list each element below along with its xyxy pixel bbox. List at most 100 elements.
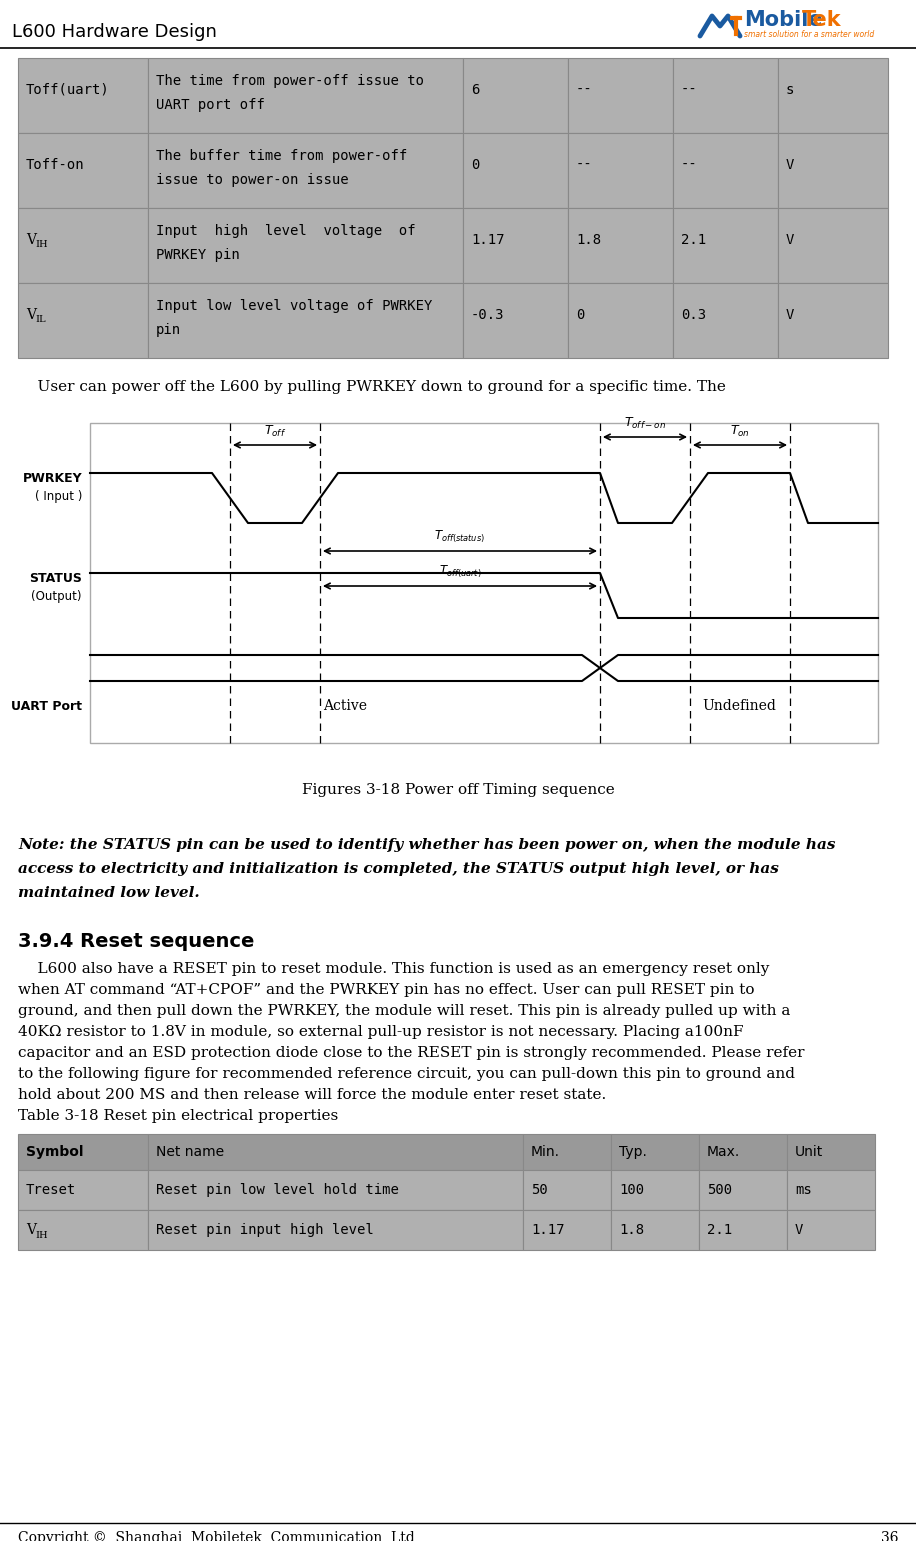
Text: to the following figure for recommended reference circuit, you can pull-down thi: to the following figure for recommended … bbox=[18, 1066, 795, 1080]
Text: STATUS: STATUS bbox=[29, 572, 82, 584]
Text: Typ.: Typ. bbox=[619, 1145, 647, 1159]
Text: 3.9.4 Reset sequence: 3.9.4 Reset sequence bbox=[18, 932, 255, 951]
Text: The buffer time from power-off: The buffer time from power-off bbox=[156, 148, 408, 162]
Text: Toff-on: Toff-on bbox=[26, 157, 84, 171]
Text: Min.: Min. bbox=[531, 1145, 560, 1159]
Text: 0: 0 bbox=[471, 157, 479, 171]
Text: 6: 6 bbox=[471, 83, 479, 97]
Bar bbox=[699, 1170, 787, 1210]
Text: L600 also have a RESET pin to reset module. This function is used as an emergenc: L600 also have a RESET pin to reset modu… bbox=[18, 962, 769, 975]
Text: ms: ms bbox=[795, 1183, 812, 1197]
Bar bbox=[699, 1134, 787, 1170]
Text: 1.17: 1.17 bbox=[531, 1224, 564, 1237]
Bar bbox=[568, 284, 673, 358]
Bar bbox=[148, 133, 463, 208]
Bar bbox=[463, 284, 568, 358]
Text: Unit: Unit bbox=[795, 1145, 823, 1159]
Bar bbox=[787, 1134, 875, 1170]
Text: IL: IL bbox=[35, 314, 46, 324]
Bar bbox=[148, 1170, 523, 1210]
Bar bbox=[18, 1170, 148, 1210]
Text: V: V bbox=[26, 233, 36, 247]
Bar bbox=[523, 1134, 611, 1170]
Bar bbox=[568, 208, 673, 284]
Text: Note: the STATUS pin can be used to identify whether has been power on, when the: Note: the STATUS pin can be used to iden… bbox=[18, 838, 835, 852]
Text: V: V bbox=[795, 1224, 803, 1237]
Text: s: s bbox=[786, 83, 794, 97]
Bar bbox=[787, 1210, 875, 1250]
Bar bbox=[90, 422, 878, 743]
Text: $T_{off}$: $T_{off}$ bbox=[264, 424, 286, 439]
Bar bbox=[611, 1170, 699, 1210]
Bar bbox=[673, 208, 778, 284]
Text: IH: IH bbox=[35, 240, 48, 250]
Text: -0.3: -0.3 bbox=[471, 308, 505, 322]
Text: 50: 50 bbox=[531, 1183, 548, 1197]
Bar bbox=[18, 59, 148, 133]
Text: PWRKEY: PWRKEY bbox=[22, 472, 82, 484]
Text: Active: Active bbox=[323, 700, 367, 713]
Text: 36: 36 bbox=[880, 1532, 898, 1541]
Bar bbox=[18, 208, 148, 284]
Text: Symbol: Symbol bbox=[26, 1145, 83, 1159]
Bar bbox=[568, 59, 673, 133]
Bar bbox=[463, 59, 568, 133]
Text: 40KΩ resistor to 1.8V in module, so external pull-up resistor is not necessary. : 40KΩ resistor to 1.8V in module, so exte… bbox=[18, 1025, 744, 1039]
Text: Input  high  level  voltage  of: Input high level voltage of bbox=[156, 223, 416, 237]
Text: Net name: Net name bbox=[156, 1145, 224, 1159]
Text: when AT command “AT+CPOF” and the PWRKEY pin has no effect. User can pull RESET : when AT command “AT+CPOF” and the PWRKEY… bbox=[18, 983, 755, 997]
Bar bbox=[568, 133, 673, 208]
Text: hold about 200 MS and then release will force the module enter reset state.: hold about 200 MS and then release will … bbox=[18, 1088, 606, 1102]
Text: 2.1: 2.1 bbox=[707, 1224, 732, 1237]
Bar bbox=[778, 208, 888, 284]
Text: 500: 500 bbox=[707, 1183, 732, 1197]
Text: 1.8: 1.8 bbox=[576, 233, 601, 247]
Bar bbox=[18, 1134, 148, 1170]
Bar bbox=[18, 1210, 148, 1250]
Bar bbox=[523, 1210, 611, 1250]
Text: IH: IH bbox=[35, 1231, 48, 1239]
Text: L600 Hardware Design: L600 Hardware Design bbox=[12, 23, 217, 42]
Text: V: V bbox=[786, 157, 794, 171]
Text: 2.1: 2.1 bbox=[681, 233, 706, 247]
Text: 1.8: 1.8 bbox=[619, 1224, 644, 1237]
Text: --: -- bbox=[576, 83, 593, 97]
Bar bbox=[673, 284, 778, 358]
Text: The time from power-off issue to: The time from power-off issue to bbox=[156, 74, 424, 88]
Text: (Output): (Output) bbox=[31, 590, 82, 603]
Text: Table 3-18 Reset pin electrical properties: Table 3-18 Reset pin electrical properti… bbox=[18, 1110, 338, 1123]
Text: Reset pin low level hold time: Reset pin low level hold time bbox=[156, 1183, 398, 1197]
Text: pin: pin bbox=[156, 322, 181, 336]
Text: $T_{off(status)}$: $T_{off(status)}$ bbox=[434, 529, 485, 546]
Text: access to electricity and initialization is completed, the STATUS output high le: access to electricity and initialization… bbox=[18, 861, 779, 875]
Bar bbox=[148, 59, 463, 133]
Text: $T_{on}$: $T_{on}$ bbox=[730, 424, 750, 439]
Text: PWRKEY pin: PWRKEY pin bbox=[156, 248, 240, 262]
Bar bbox=[523, 1170, 611, 1210]
Text: Figures 3-18 Power off Timing sequence: Figures 3-18 Power off Timing sequence bbox=[301, 783, 615, 797]
Text: --: -- bbox=[681, 157, 698, 171]
Bar bbox=[148, 284, 463, 358]
Bar bbox=[673, 59, 778, 133]
Bar bbox=[18, 284, 148, 358]
Text: capacitor and an ESD protection diode close to the RESET pin is strongly recomme: capacitor and an ESD protection diode cl… bbox=[18, 1046, 804, 1060]
Text: Reset pin input high level: Reset pin input high level bbox=[156, 1224, 374, 1237]
Bar bbox=[148, 1210, 523, 1250]
Bar bbox=[148, 1134, 523, 1170]
Text: V: V bbox=[786, 233, 794, 247]
Text: V: V bbox=[786, 308, 794, 322]
Bar bbox=[463, 133, 568, 208]
Bar bbox=[611, 1210, 699, 1250]
Text: 0.3: 0.3 bbox=[681, 308, 706, 322]
Text: Copyright ©  Shanghai  Mobiletek  Communication  Ltd: Copyright © Shanghai Mobiletek Communica… bbox=[18, 1532, 415, 1541]
Bar bbox=[787, 1170, 875, 1210]
Text: Treset: Treset bbox=[26, 1183, 76, 1197]
Text: Tek: Tek bbox=[802, 9, 842, 29]
Text: $T_{off(uart)}$: $T_{off(uart)}$ bbox=[439, 564, 481, 579]
Text: ground, and then pull down the PWRKEY, the module will reset. This pin is alread: ground, and then pull down the PWRKEY, t… bbox=[18, 1005, 791, 1019]
Text: --: -- bbox=[681, 83, 698, 97]
Text: 100: 100 bbox=[619, 1183, 644, 1197]
Bar bbox=[463, 208, 568, 284]
Text: 0: 0 bbox=[576, 308, 584, 322]
Bar bbox=[673, 133, 778, 208]
